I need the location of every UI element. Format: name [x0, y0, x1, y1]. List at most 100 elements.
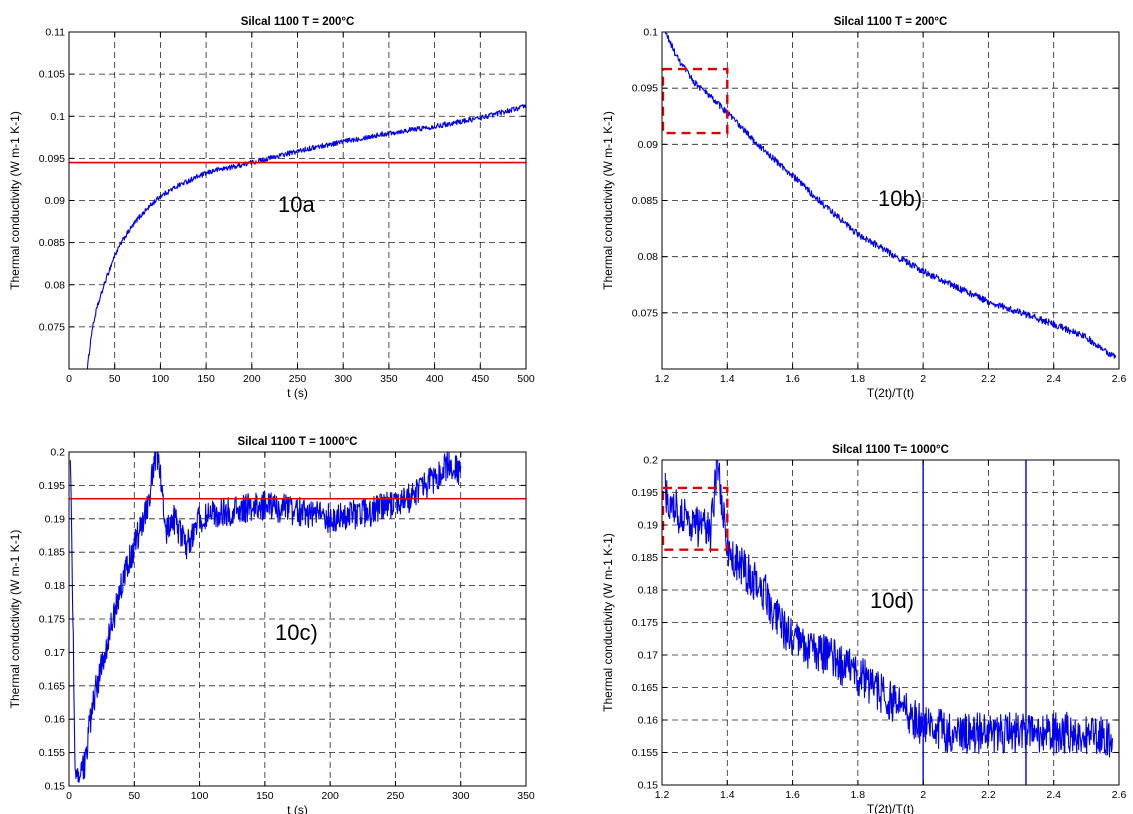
x-tick-label: 200	[243, 373, 261, 385]
y-tick-label: 0.105	[39, 69, 65, 81]
x-tick-label: 300	[452, 790, 470, 802]
data-series-line	[664, 460, 1114, 758]
x-tick-label: 100	[191, 790, 209, 802]
y-axis-label: Thermal conductivity (W m-1 K-1)	[8, 530, 22, 709]
y-tick-label: 0.2	[50, 447, 65, 459]
x-axis-label: T(2t)/T(t)	[867, 802, 914, 814]
y-tick-label: 0.19	[638, 520, 659, 532]
data-series-line	[665, 32, 1117, 359]
y-tick-label: 0.195	[632, 487, 658, 499]
x-tick-label: 350	[380, 373, 398, 385]
y-tick-label: 0.15	[638, 780, 659, 792]
x-tick-label: 2.6	[1112, 789, 1127, 801]
x-axis-label: t (s)	[287, 803, 308, 814]
y-tick-label: 0.19	[45, 513, 66, 525]
x-tick-label: 0	[66, 790, 72, 802]
x-tick-label: 2.4	[1046, 373, 1061, 385]
x-tick-label: 1.2	[655, 789, 670, 801]
y-tick-label: 0.1	[643, 27, 658, 39]
y-tick-label: 0.17	[638, 650, 659, 662]
data-layer	[665, 32, 1117, 359]
x-tick-label: 500	[517, 373, 535, 385]
x-tick-label: 1.8	[851, 789, 866, 801]
y-tick-label: 0.16	[638, 715, 659, 727]
x-tick-label: 400	[426, 373, 444, 385]
y-tick-label: 0.095	[632, 83, 658, 95]
y-tick-label: 0.165	[39, 680, 65, 692]
x-axis-label: T(2t)/T(t)	[867, 386, 914, 400]
x-tick-label: 50	[109, 373, 121, 385]
x-tick-label: 250	[289, 373, 307, 385]
y-axis-label: Thermal conductivity (W m-1 K-1)	[601, 533, 615, 712]
x-tick-label: 0	[66, 373, 72, 385]
x-tick-label: 2.2	[981, 789, 996, 801]
panel-annotation: 10b)	[878, 186, 922, 211]
y-tick-label: 0.085	[632, 195, 658, 207]
y-tick-label: 0.175	[632, 617, 658, 629]
y-tick-label: 0.075	[632, 307, 658, 319]
y-tick-label: 0.09	[45, 195, 66, 207]
x-tick-label: 1.2	[655, 373, 670, 385]
x-tick-label: 300	[334, 373, 352, 385]
x-tick-label: 150	[256, 790, 274, 802]
x-tick-label: 200	[321, 790, 339, 802]
x-tick-label: 250	[387, 790, 405, 802]
data-series-line	[86, 104, 526, 369]
x-tick-label: 1.4	[720, 373, 735, 385]
chart-panel-2: 1.2 1.4 1.6 1.8 2 2.2 2.4 2.6 0.075 0.08 0.085 0.09…	[601, 16, 1126, 400]
chart-title: Silcal 1100 T= 1000°C	[832, 444, 949, 456]
x-tick-label: 100	[152, 373, 170, 385]
y-tick-label: 0.155	[632, 747, 658, 759]
y-tick-label: 0.195	[39, 480, 65, 492]
y-tick-label: 0.08	[638, 251, 659, 263]
panel-annotation: 10a	[278, 192, 315, 217]
x-axis-label: t (s)	[287, 386, 308, 400]
x-tick-label: 2.4	[1046, 789, 1061, 801]
x-tick-label: 2	[920, 373, 926, 385]
highlight-box	[661, 486, 729, 551]
x-tick-label: 2.6	[1112, 373, 1127, 385]
y-tick-label: 0.11	[45, 27, 65, 39]
chart-panel-1: 0 50 100 150 200 250 300 350 400 450 500 0.075 0.08 0…	[8, 16, 535, 400]
chart-panel-4: 1.2 1.4 1.6 1.8 2 2.2 2.4 2.6 0.15 0.155 0.16 0.165…	[601, 444, 1127, 814]
x-tick-label: 1.4	[720, 789, 735, 801]
y-tick-label: 0.15	[45, 781, 66, 793]
x-tick-label: 2.2	[981, 373, 996, 385]
y-axis-label: Thermal conductivity (W m-1 K-1)	[8, 111, 22, 290]
y-axis-label: Thermal conductivity (W m-1 K-1)	[601, 111, 615, 290]
y-tick-label: 0.085	[39, 237, 65, 249]
highlight-box	[661, 67, 729, 135]
x-tick-label: 50	[128, 790, 140, 802]
x-tick-label: 1.6	[785, 373, 800, 385]
y-tick-label: 0.185	[39, 547, 65, 559]
y-tick-label: 0.17	[45, 647, 66, 659]
chart-title: Silcal 1100 T = 1000°C	[237, 436, 357, 448]
y-tick-label: 0.095	[39, 153, 65, 165]
y-tick-label: 0.175	[39, 614, 65, 626]
x-tick-label: 1.6	[785, 789, 800, 801]
y-tick-label: 0.185	[632, 552, 658, 564]
y-tick-label: 0.075	[39, 321, 65, 333]
chart-panel-3: 0 50 100 150 200 250 300 350 0.15 0.155 0.16 0.165 0…	[8, 436, 535, 814]
panel-annotation: 10c)	[275, 620, 318, 645]
x-tick-label: 150	[197, 373, 215, 385]
y-tick-label: 0.2	[643, 455, 658, 467]
x-tick-label: 350	[517, 790, 535, 802]
y-tick-label: 0.155	[39, 747, 65, 759]
y-tick-label: 0.165	[632, 682, 658, 694]
data-layer	[86, 104, 526, 369]
y-tick-label: 0.1	[50, 111, 65, 123]
y-tick-label: 0.18	[638, 585, 659, 597]
x-tick-label: 2	[920, 789, 926, 801]
y-tick-label: 0.09	[638, 139, 659, 151]
x-tick-label: 1.8	[851, 373, 866, 385]
panel-annotation: 10d)	[870, 588, 914, 613]
chart-title: Silcal 1100 T = 200°C	[834, 16, 948, 28]
y-tick-label: 0.18	[45, 580, 66, 592]
x-tick-label: 450	[472, 373, 490, 385]
y-tick-label: 0.08	[45, 279, 66, 291]
chart-title: Silcal 1100 T = 200°C	[241, 16, 355, 28]
data-layer	[664, 460, 1114, 785]
y-tick-label: 0.16	[45, 714, 66, 726]
